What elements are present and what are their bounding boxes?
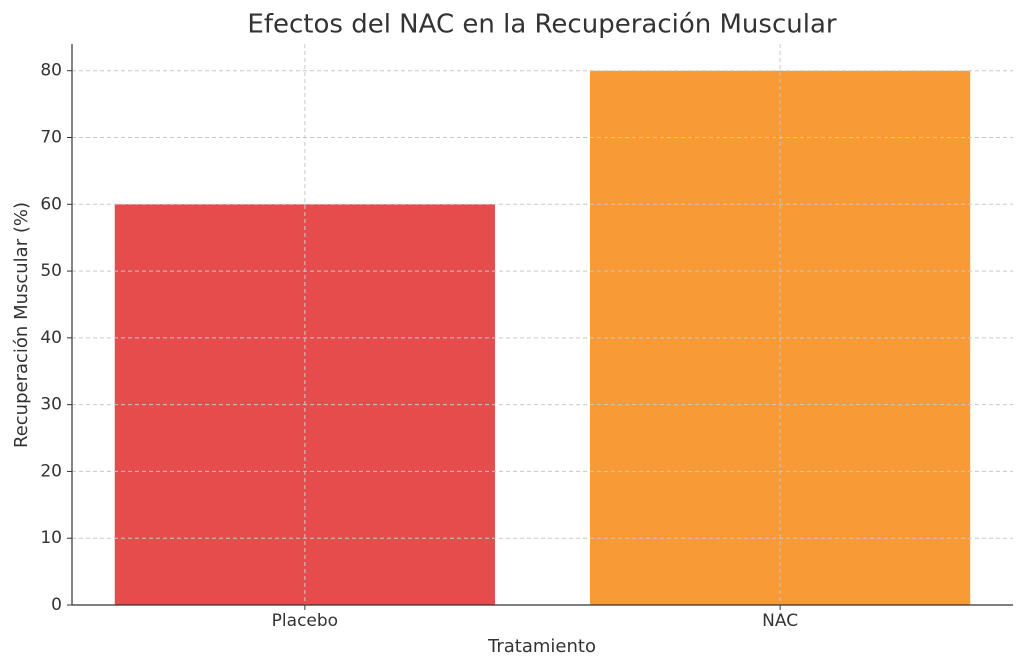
x-axis-label: Tratamiento: [487, 636, 596, 657]
y-axis-label: Recuperación Muscular (%): [11, 202, 32, 448]
chart-title: Efectos del NAC en la Recuperación Muscu…: [247, 10, 836, 40]
x-tick-label: NAC: [762, 611, 798, 631]
y-tick-label: 80: [40, 61, 62, 81]
y-tick-label: 70: [40, 128, 62, 148]
x-tick-label: Placebo: [272, 611, 338, 631]
y-tick-label: 40: [40, 328, 62, 348]
y-tick-label: 0: [51, 595, 62, 615]
y-tick-label: 50: [40, 261, 62, 281]
y-tick-label: 20: [40, 461, 62, 481]
y-tick-label: 60: [40, 194, 62, 214]
y-tick-label: 30: [40, 395, 62, 415]
y-tick-label: 10: [40, 528, 62, 548]
